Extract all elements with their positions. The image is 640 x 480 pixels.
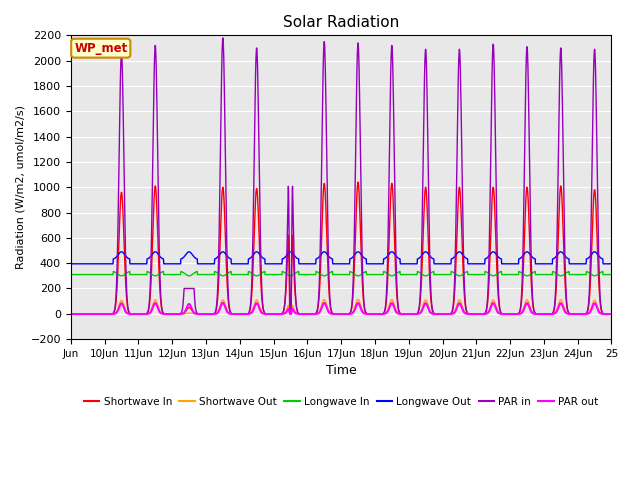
PAR out — [154, 304, 161, 310]
Shortwave In — [335, 311, 343, 317]
PAR in — [154, 147, 161, 153]
Shortwave Out — [244, 311, 252, 317]
X-axis label: Time: Time — [326, 364, 356, 377]
Shortwave Out — [113, 309, 120, 315]
Longwave Out — [494, 253, 502, 259]
PAR in — [439, 311, 447, 317]
Shortwave In — [607, 311, 615, 317]
Shortwave In — [354, 180, 362, 185]
Shortwave In — [439, 311, 447, 317]
Line: Shortwave In: Shortwave In — [71, 182, 611, 314]
PAR in — [67, 311, 75, 317]
Longwave In — [439, 272, 447, 277]
PAR in — [494, 273, 502, 279]
PAR out — [607, 311, 615, 317]
Longwave In — [244, 272, 252, 277]
PAR in — [219, 35, 227, 41]
Shortwave In — [494, 288, 502, 294]
Longwave In — [494, 270, 502, 276]
Longwave In — [67, 272, 75, 277]
Longwave In — [154, 272, 162, 278]
Longwave Out — [154, 251, 162, 257]
Shortwave In — [154, 228, 161, 233]
Line: PAR in: PAR in — [71, 38, 611, 314]
PAR in — [113, 281, 120, 287]
Legend: Shortwave In, Shortwave Out, Longwave In, Longwave Out, PAR in, PAR out: Shortwave In, Shortwave Out, Longwave In… — [79, 393, 603, 411]
Title: Solar Radiation: Solar Radiation — [283, 15, 399, 30]
Shortwave In — [244, 311, 252, 317]
Text: WP_met: WP_met — [74, 42, 127, 55]
Longwave In — [113, 270, 120, 276]
PAR out — [113, 310, 120, 315]
Shortwave Out — [439, 311, 447, 317]
Longwave In — [335, 272, 343, 277]
Shortwave Out — [607, 311, 615, 317]
Longwave Out — [244, 261, 252, 267]
Y-axis label: Radiation (W/m2, umol/m2/s): Radiation (W/m2, umol/m2/s) — [15, 105, 25, 269]
PAR out — [244, 311, 252, 317]
PAR out — [219, 300, 227, 306]
PAR out — [335, 311, 343, 317]
Shortwave In — [67, 311, 75, 317]
Longwave Out — [607, 261, 615, 267]
Shortwave Out — [494, 309, 502, 314]
Line: Longwave In: Longwave In — [71, 271, 611, 276]
Longwave In — [244, 268, 252, 274]
Shortwave Out — [335, 311, 343, 317]
Line: PAR out: PAR out — [71, 303, 611, 314]
PAR in — [335, 311, 343, 317]
PAR in — [244, 311, 252, 317]
PAR out — [67, 311, 75, 317]
Shortwave Out — [67, 311, 75, 317]
PAR in — [607, 311, 615, 317]
Longwave Out — [113, 254, 120, 260]
Longwave Out — [118, 249, 125, 255]
Longwave Out — [67, 261, 75, 267]
Shortwave In — [113, 293, 120, 299]
Shortwave Out — [354, 297, 362, 302]
PAR out — [439, 311, 447, 317]
Shortwave Out — [154, 302, 161, 308]
Longwave Out — [335, 261, 343, 267]
Longwave In — [118, 273, 125, 279]
Line: Longwave Out: Longwave Out — [71, 252, 611, 264]
PAR out — [494, 310, 502, 315]
Longwave Out — [439, 261, 447, 267]
Longwave In — [607, 272, 615, 277]
Line: Shortwave Out: Shortwave Out — [71, 300, 611, 314]
